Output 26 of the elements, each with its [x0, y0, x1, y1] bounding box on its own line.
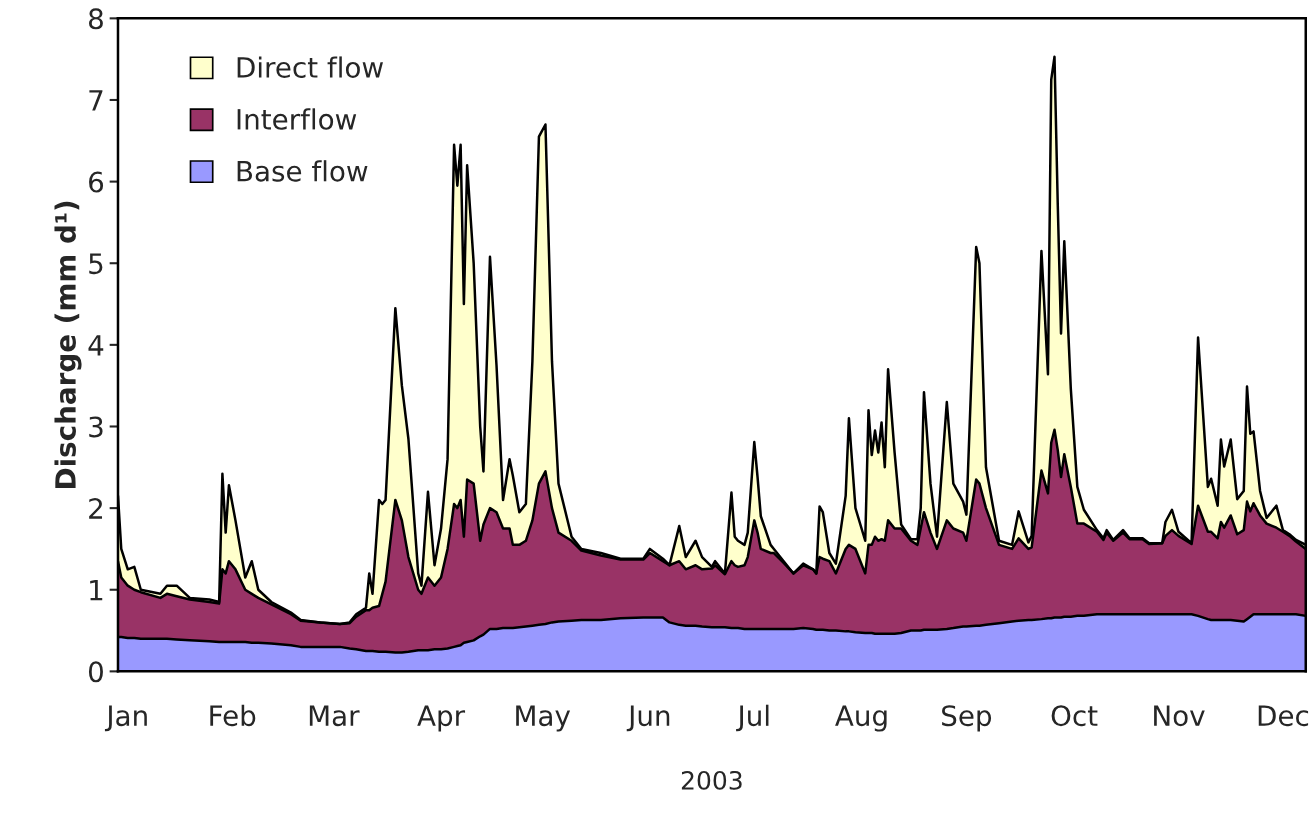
y-tick-label: 7	[89, 90, 103, 111]
legend-label: Base flow	[237, 160, 368, 182]
x-tick-label: Jun	[626, 705, 670, 732]
x-tick-label: Dec	[1258, 705, 1309, 727]
y-tick-label: 3	[89, 416, 103, 438]
x-tick-label: Oct	[1051, 705, 1098, 727]
y-tick-label: 4	[88, 335, 104, 356]
x-tick-label: Jul	[736, 704, 769, 732]
x-tick-label: Apr	[417, 705, 466, 732]
y-tick-label: 8	[89, 8, 103, 30]
x-tick-label: Feb	[210, 704, 256, 727]
x-axis-title: 2003	[681, 770, 742, 790]
x-tick-label: Sep	[942, 705, 992, 732]
y-tick-label: 2	[89, 498, 103, 519]
x-tick-label: Mar	[309, 705, 360, 727]
x-tick-label: May	[516, 705, 571, 732]
y-tick-label: 1	[90, 580, 103, 601]
legend-label: Interflow	[237, 108, 357, 130]
y-axis-title: Discharge (mm d¹)	[54, 201, 82, 488]
x-tick-label: Jan	[104, 705, 147, 732]
y-tick-label: 5	[89, 253, 103, 275]
y-tick-label: 0	[88, 661, 103, 683]
y-tick-label: 6	[89, 171, 104, 193]
legend-label: Direct flow	[237, 56, 383, 78]
x-tick-label: Aug	[835, 705, 887, 732]
x-tick-label: Nov	[1154, 705, 1205, 727]
